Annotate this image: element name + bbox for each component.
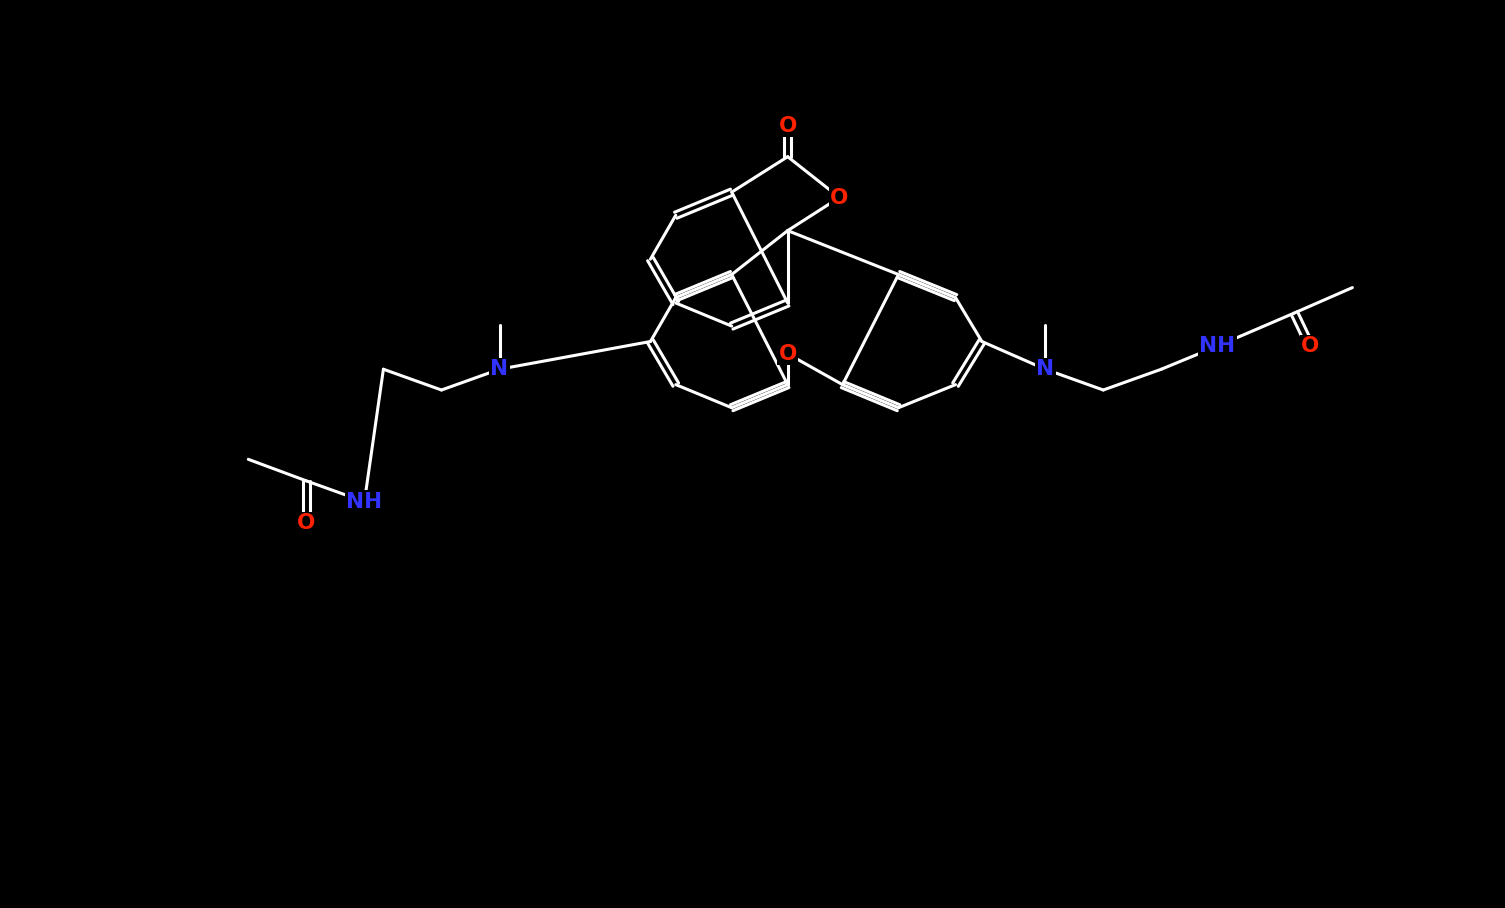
Text: O: O — [778, 116, 796, 136]
Text: N: N — [1035, 360, 1055, 380]
Text: NH: NH — [346, 491, 382, 512]
Text: NH: NH — [1199, 336, 1236, 356]
Text: O: O — [1300, 336, 1320, 356]
Text: O: O — [296, 513, 316, 533]
Text: O: O — [831, 188, 849, 208]
Text: O: O — [778, 344, 796, 364]
Text: N: N — [491, 360, 509, 380]
